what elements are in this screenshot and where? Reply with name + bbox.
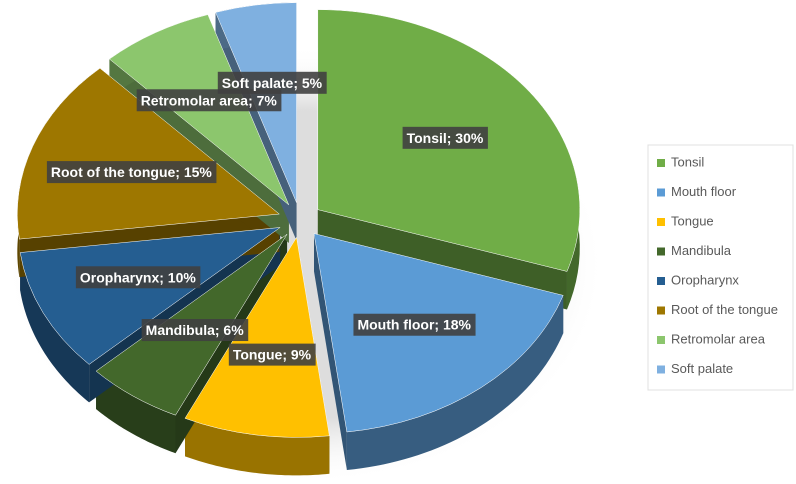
data-label: Root of the tongue; 15%: [51, 164, 213, 180]
data-label-box: [217, 71, 327, 94]
data-label: Retromolar area; 7%: [141, 92, 278, 108]
data-label-box: [228, 343, 316, 366]
legend-label: Tongue: [671, 213, 714, 228]
slice-side: [96, 371, 176, 454]
legend-label: Root of the tongue: [671, 302, 778, 317]
legend-label: Oropharynx: [671, 272, 739, 287]
legend-marker: [657, 336, 665, 344]
data-label-box: [402, 126, 488, 149]
data-label: Mandibula; 6%: [146, 322, 245, 338]
legend-marker: [657, 247, 665, 256]
legend-box: [647, 144, 794, 391]
slice: [19, 227, 281, 365]
legend-label: Soft palate: [671, 361, 733, 376]
legend-label: Retromolar area: [671, 331, 766, 346]
data-label: Tonsil; 30%: [407, 130, 484, 146]
legend-marker: [657, 218, 665, 226]
legend-marker: [657, 188, 665, 197]
data-label: Tongue; 9%: [233, 347, 312, 363]
data-label: Soft palate; 5%: [222, 75, 323, 91]
legend-label: Tonsil: [671, 154, 704, 169]
data-label-box: [75, 266, 201, 289]
legend-marker: [657, 277, 665, 285]
slice-side: [185, 418, 330, 476]
slice: [184, 236, 330, 438]
slice-wall: [314, 233, 347, 470]
data-label-box: [46, 161, 217, 184]
legend-marker: [657, 365, 665, 374]
slice-side: [346, 295, 564, 470]
data-label-box: [136, 89, 282, 112]
slice: [17, 67, 280, 240]
legend: Tonsil Mouth floor Tongue Mandibula Orophary…: [657, 154, 778, 376]
legend-label: Mandibula: [671, 243, 732, 258]
data-label: Oropharynx; 10%: [80, 269, 196, 285]
slice-side: [20, 252, 90, 403]
data-labels: Tonsil; 30% Mouth floor; 18% Tongue; 9% Man…: [46, 71, 488, 366]
legend-marker: [657, 159, 665, 167]
data-label: Mouth floor; 18%: [357, 317, 471, 333]
data-label-box: [353, 313, 476, 336]
legend-marker: [657, 306, 665, 315]
legend-label: Mouth floor: [671, 184, 737, 199]
data-label-box: [141, 319, 249, 342]
